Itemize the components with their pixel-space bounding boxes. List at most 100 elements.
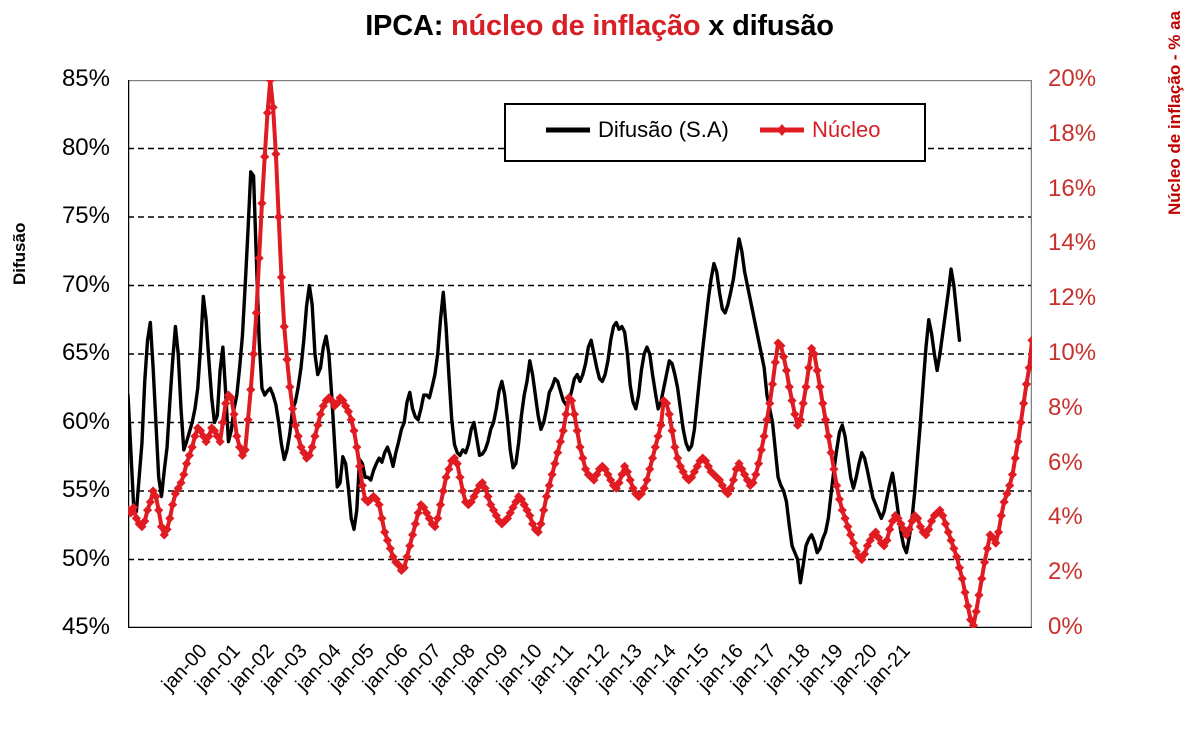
nucleo-marker bbox=[421, 508, 432, 518]
nucleo-marker bbox=[673, 453, 683, 463]
nucleo-marker bbox=[801, 382, 811, 392]
right-axis-tick-label: 4% bbox=[1048, 503, 1083, 531]
nucleo-marker bbox=[165, 513, 175, 523]
nucleo-marker bbox=[862, 541, 872, 551]
nucleo-marker bbox=[215, 437, 225, 447]
nucleo-marker bbox=[505, 508, 515, 518]
nucleo-marker bbox=[946, 535, 956, 545]
nucleo-marker bbox=[848, 538, 859, 548]
nucleo-marker bbox=[474, 480, 485, 491]
nucleo-marker bbox=[352, 442, 362, 452]
right-axis-tick-label: 0% bbox=[1048, 613, 1083, 640]
nucleo-marker bbox=[313, 420, 323, 430]
nucleo-marker bbox=[569, 409, 580, 419]
nucleo-marker bbox=[991, 538, 1001, 548]
nucleo-marker bbox=[1024, 363, 1032, 373]
nucleo-marker bbox=[366, 494, 376, 504]
nucleo-marker bbox=[653, 431, 663, 441]
nucleo-marker bbox=[357, 480, 367, 491]
nucleo-marker bbox=[221, 398, 231, 408]
nucleo-marker bbox=[974, 590, 984, 600]
nucleo-marker bbox=[246, 385, 256, 395]
nucleo-marker bbox=[770, 357, 780, 367]
nucleo-marker bbox=[1027, 335, 1032, 345]
nucleo-marker bbox=[829, 464, 839, 474]
nucleo-marker bbox=[681, 472, 691, 482]
nucleo-marker bbox=[687, 472, 697, 482]
nucleo-marker bbox=[388, 552, 398, 562]
nucleo-marker bbox=[187, 442, 197, 452]
nucleo-marker bbox=[901, 530, 912, 540]
nucleo-marker bbox=[433, 513, 443, 523]
nucleo-marker bbox=[547, 469, 557, 480]
nucleo-marker bbox=[659, 395, 669, 406]
nucleo-marker bbox=[695, 456, 705, 466]
nucleo-marker bbox=[594, 464, 605, 474]
nucleo-marker bbox=[1019, 398, 1029, 408]
left-axis-tick-label: 75% bbox=[61, 202, 110, 229]
right-axis-tick-label: 20% bbox=[1048, 65, 1097, 92]
nucleo-marker bbox=[832, 480, 842, 491]
nucleo-marker bbox=[1013, 437, 1023, 447]
nucleo-marker bbox=[335, 393, 345, 403]
nucleo-marker bbox=[190, 431, 200, 441]
nucleo-marker bbox=[299, 448, 309, 458]
nucleo-marker bbox=[765, 398, 775, 408]
right-axis-tick-label: 18% bbox=[1048, 119, 1097, 147]
nucleo-marker bbox=[859, 549, 870, 559]
nucleo-marker bbox=[128, 502, 139, 513]
nucleo-marker bbox=[550, 459, 560, 469]
right-axis-tick-label: 10% bbox=[1048, 339, 1097, 366]
legend-item-difusao: Difusão (S.A) bbox=[544, 117, 729, 143]
nucleo-marker bbox=[327, 395, 337, 406]
nucleo-marker bbox=[751, 469, 761, 480]
nucleo-marker bbox=[516, 494, 527, 504]
nucleo-marker bbox=[957, 574, 967, 584]
nucleo-marker bbox=[461, 497, 471, 507]
right-axis-tick-label: 2% bbox=[1048, 558, 1083, 586]
nucleo-marker bbox=[179, 469, 189, 480]
nucleo-marker bbox=[759, 431, 769, 441]
nucleo-marker bbox=[952, 552, 962, 562]
series-difusao-line bbox=[128, 170, 962, 585]
nucleo-marker bbox=[993, 527, 1004, 537]
nucleo-marker bbox=[290, 420, 301, 430]
page-title: IPCA: núcleo de inflação x difusão bbox=[0, 10, 1199, 43]
nucleo-marker bbox=[868, 530, 878, 540]
nucleo-marker bbox=[756, 445, 766, 455]
nucleo-marker bbox=[968, 620, 979, 628]
nucleo-marker bbox=[767, 379, 778, 389]
nucleo-marker bbox=[815, 382, 825, 392]
nucleo-marker bbox=[826, 448, 836, 458]
right-axis-tick-label: 12% bbox=[1048, 284, 1097, 312]
nucleo-marker bbox=[885, 524, 895, 534]
nucleo-marker bbox=[441, 472, 451, 482]
nucleo-marker bbox=[926, 516, 937, 526]
nucleo-marker bbox=[413, 508, 423, 518]
left-axis-tick-label: 45% bbox=[61, 613, 110, 640]
nucleo-marker bbox=[650, 442, 660, 452]
nucleo-marker bbox=[675, 461, 686, 471]
nucleo-marker bbox=[622, 467, 633, 477]
left-axis-tick-label: 80% bbox=[61, 133, 110, 161]
nucleo-marker bbox=[940, 519, 951, 529]
nucleo-marker bbox=[899, 524, 909, 534]
left-axis-tick-label: 50% bbox=[61, 544, 110, 572]
nucleo-marker bbox=[943, 527, 953, 537]
legend-label-difusao: Difusão (S.A) bbox=[598, 117, 729, 142]
nucleo-marker bbox=[142, 505, 153, 515]
plot-area bbox=[128, 80, 1032, 628]
nucleo-marker bbox=[458, 486, 468, 496]
nucleo-marker bbox=[209, 426, 220, 436]
nucleo-marker bbox=[963, 601, 973, 611]
nucleo-marker bbox=[999, 497, 1009, 507]
nucleo-marker bbox=[226, 393, 236, 403]
nucleo-marker bbox=[854, 552, 864, 562]
nucleo-marker bbox=[667, 426, 677, 436]
nucleo-marker bbox=[575, 442, 585, 452]
nucleo-marker bbox=[647, 453, 658, 463]
nucleo-marker bbox=[818, 398, 828, 408]
nucleo-marker bbox=[410, 519, 420, 529]
nucleo-marker bbox=[890, 511, 900, 521]
